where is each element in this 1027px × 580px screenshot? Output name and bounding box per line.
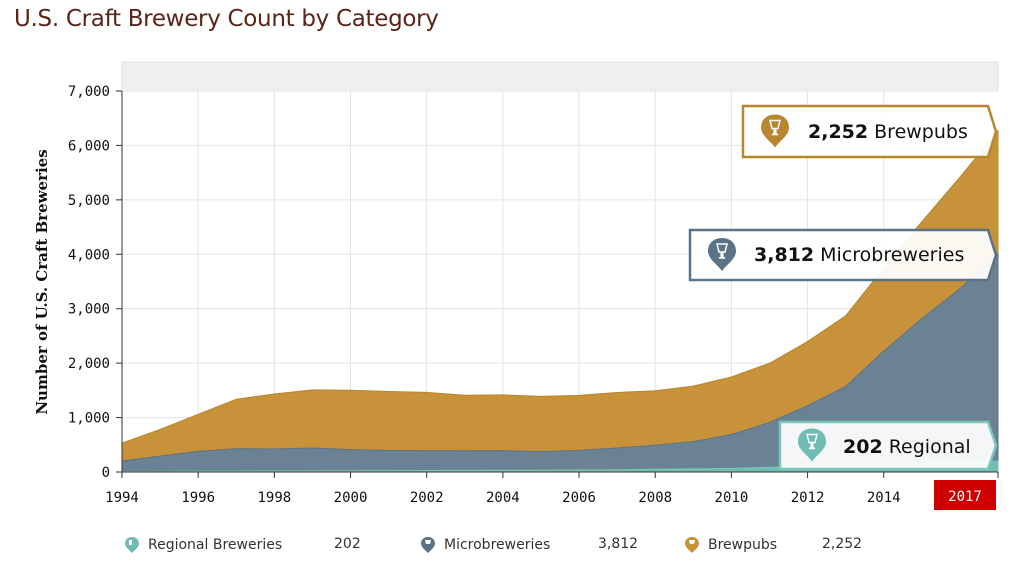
callout-text-micro: 3,812 Microbreweries — [754, 244, 964, 266]
callout-value: 3,812 — [754, 244, 814, 266]
x-tick-label: 2000 — [334, 490, 368, 506]
regional-marker-icon — [125, 537, 139, 553]
y-tick-label: 5,000 — [68, 193, 110, 209]
regional-pin-icon — [798, 428, 826, 462]
x-tick-label: 1998 — [257, 490, 291, 506]
x-tick-label: 2006 — [562, 490, 596, 506]
callout-value: 202 — [843, 436, 883, 458]
x-tick-label: 2014 — [867, 490, 901, 506]
area-chart: 0 1,000 2,000 3,000 4,000 5,000 6,000 7,000 1994… — [33, 61, 999, 510]
callout-box-regional — [778, 420, 998, 471]
x-tick-label: 2010 — [715, 490, 749, 506]
callout-box-brewpub — [741, 104, 998, 159]
y-tick-label: 6,000 — [68, 138, 110, 154]
legend-label: Regional Breweries — [148, 537, 283, 553]
y-tick-label: 2,000 — [68, 356, 110, 372]
legend-label: Brewpubs — [708, 537, 778, 553]
legend: Regional Breweries 202 Microbreweries 3,… — [0, 536, 1027, 560]
plot-header-band — [121, 61, 999, 92]
callout-label: Brewpubs — [868, 121, 968, 143]
micro-marker-icon — [421, 537, 435, 553]
legend-item-brewpub[interactable]: Brewpubs — [684, 536, 777, 554]
brewpub-glass-icon — [769, 119, 781, 136]
x-tick-label: 2012 — [791, 490, 825, 506]
x-tick-label: 2017 — [948, 489, 982, 505]
chart-title: U.S. Craft Brewery Count by Category — [14, 6, 439, 32]
callout-value: 2,252 — [808, 121, 868, 143]
brewpub-marker-icon — [685, 537, 699, 553]
legend-label: Microbreweries — [444, 537, 551, 553]
y-tick-label: 3,000 — [68, 302, 110, 318]
legend-value: 2,252 — [822, 536, 863, 552]
legend-item-micro[interactable]: Microbreweries — [420, 536, 550, 554]
x-tick-label: 2004 — [486, 490, 520, 506]
callout-text-brewpub: 2,252 Brewpubs — [808, 121, 968, 143]
x-tick-label: 2008 — [638, 490, 672, 506]
callout-text-regional: 202 Regional — [843, 436, 971, 458]
x-tick-label: 1996 — [181, 490, 215, 506]
callout-label: Microbreweries — [814, 244, 964, 266]
legend-item-regional[interactable]: Regional Breweries — [124, 536, 282, 554]
legend-value: 202 — [334, 536, 361, 552]
regional-glass-icon — [806, 433, 818, 450]
callout-box-micro — [688, 228, 998, 282]
y-axis-title: Number of U.S. Craft Breweries — [33, 149, 51, 414]
brewpub-pin-icon — [761, 114, 789, 148]
y-tick-label: 4,000 — [68, 247, 110, 263]
y-tick-label: 1,000 — [68, 411, 110, 427]
x-tick-label: 2002 — [410, 490, 444, 506]
micro-glass-icon — [716, 243, 728, 259]
callout-label: Regional — [883, 436, 971, 458]
micro-pin-icon — [708, 238, 736, 271]
x-highlight-box — [934, 480, 996, 510]
y-tick-label: 7,000 — [68, 84, 110, 100]
y-tick-label: 0 — [102, 465, 110, 481]
legend-value: 3,812 — [598, 536, 639, 552]
x-tick-label: 1994 — [105, 490, 139, 506]
